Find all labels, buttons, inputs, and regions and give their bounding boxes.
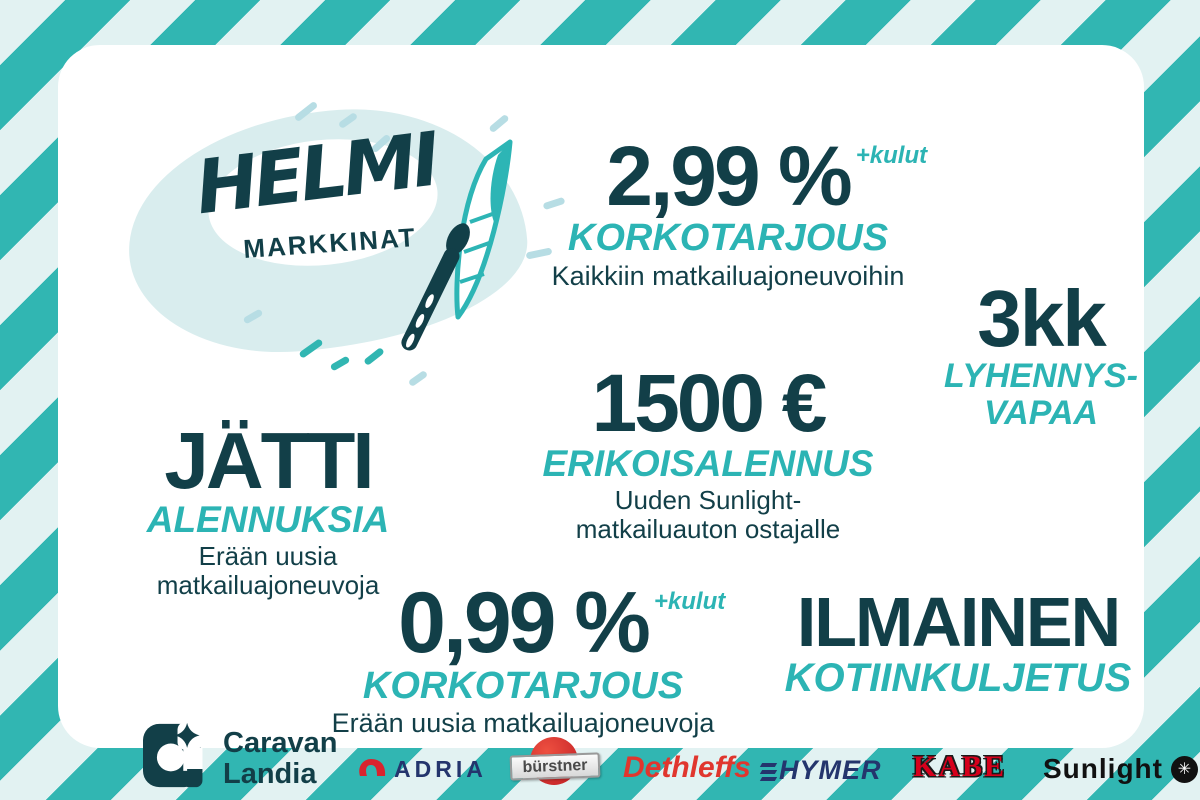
burstner-logo: bürstner bbox=[509, 737, 602, 793]
offer-label: KORKOTARJOUS bbox=[567, 216, 889, 259]
offer-description: Kaikkiin matkailuajoneuvoihin bbox=[551, 260, 905, 291]
offer-interest-299: 2,99 % +kulut KORKOTARJOUS Kaikkiin matka… bbox=[508, 134, 948, 291]
paintbrush-icon bbox=[358, 127, 528, 382]
kabe-logo: KABE bbox=[913, 750, 1007, 783]
offer-description-line1: Uuden Sunlight- bbox=[614, 484, 802, 515]
offer-mega-discounts: JÄTTI ALENNUKSIA Erään uusia matkailuajo… bbox=[88, 421, 448, 600]
offer-label: ERIKOISALENNUS bbox=[542, 442, 874, 484]
offer-label: KORKOTARJOUS bbox=[362, 664, 684, 707]
hymer-wordmark: HYMER bbox=[779, 755, 882, 785]
dethleffs-logo: Dethleffs bbox=[623, 751, 751, 784]
hymer-logo: HYMER bbox=[759, 755, 882, 786]
plus-costs-note: +kulut bbox=[855, 142, 928, 169]
offer-description: Erään uusia matkailuajoneuvoja bbox=[331, 708, 715, 739]
offer-label: ALENNUKSIA bbox=[146, 499, 390, 540]
offer-label-line2: VAPAA bbox=[984, 393, 1098, 432]
adria-logo: ADRIA bbox=[356, 755, 487, 784]
offer-description-line1: Erään uusia bbox=[198, 540, 338, 571]
caravanlandia-line1: Caravan bbox=[223, 727, 338, 760]
dealer-logo-row: Caravan Landia ADRIA bürstner Dethleffs bbox=[58, 45, 1198, 789]
offer-free-months: 3kk LYHENNYS- VAPAA bbox=[916, 279, 1166, 432]
promo-card: HELMI MARKKINAT 2, bbox=[58, 45, 1198, 789]
offer-description-line2: matkailuajoneuvoja bbox=[156, 569, 380, 600]
offer-value: JÄTTI bbox=[164, 421, 374, 501]
burstner-wordmark: bürstner bbox=[509, 752, 601, 781]
caravanlandia-icon bbox=[143, 721, 213, 796]
offer-value: 1500 € bbox=[592, 363, 828, 445]
hymer-bars-icon bbox=[759, 762, 778, 781]
plus-costs-note: +kulut bbox=[653, 588, 726, 615]
offer-free-delivery: ILMAINEN KOTIINKULJETUS bbox=[748, 587, 1168, 700]
sunlight-wordmark: Sunlight bbox=[1043, 753, 1163, 784]
offer-value: 2,99 % +kulut bbox=[606, 134, 927, 218]
adria-wordmark: ADRIA bbox=[394, 756, 487, 782]
offer-value-text: 3kk bbox=[977, 274, 1106, 363]
offer-value-text: 1500 € bbox=[591, 358, 828, 449]
caravanlandia-wordmark: Caravan Landia bbox=[223, 728, 337, 789]
offer-special-discount: 1500 € ERIKOISALENNUS Uuden Sunlight- ma… bbox=[488, 363, 928, 544]
offer-description-line2: matkailuauton ostajalle bbox=[575, 513, 841, 544]
adria-icon bbox=[356, 755, 388, 784]
caravanlandia-logo: Caravan Landia bbox=[143, 721, 337, 796]
offer-label-line1: LYHENNYS- bbox=[944, 357, 1138, 395]
offer-interest-099: 0,99 % +kulut KORKOTARJOUS Erään uusia ma… bbox=[303, 580, 743, 739]
sunlight-logo: Sunlight ✳ bbox=[1043, 753, 1198, 785]
sunlight-palm-icon: ✳ bbox=[1170, 755, 1198, 783]
caravanlandia-line2: Landia bbox=[223, 757, 317, 790]
offer-value-text: 2,99 % bbox=[606, 129, 853, 223]
offer-value-text: JÄTTI bbox=[164, 416, 374, 505]
offer-value: 3kk bbox=[977, 279, 1106, 359]
offer-value: ILMAINEN bbox=[797, 587, 1121, 657]
offer-value-text: 0,99 % bbox=[398, 575, 651, 671]
offer-value: 0,99 % +kulut bbox=[398, 580, 725, 666]
offer-label: KOTIINKULJETUS bbox=[784, 655, 1132, 700]
offer-value-text: ILMAINEN bbox=[796, 583, 1121, 661]
